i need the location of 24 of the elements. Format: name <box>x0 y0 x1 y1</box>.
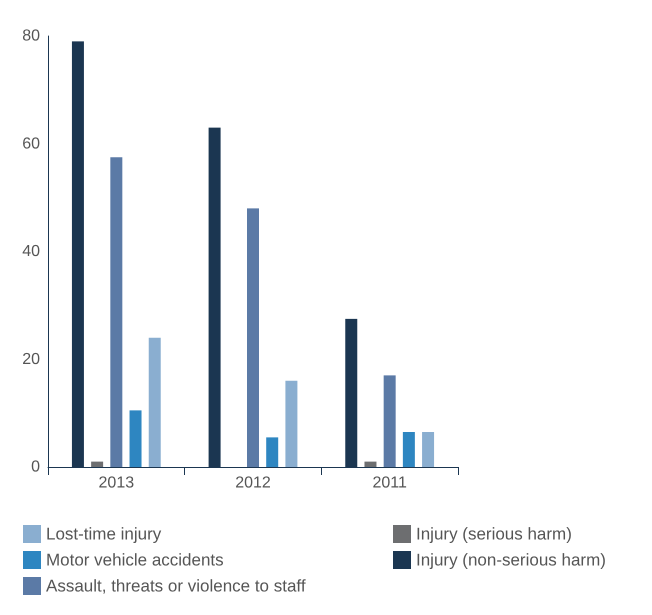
bar <box>130 410 142 467</box>
x-tick-label: 2011 <box>372 474 407 492</box>
bar <box>285 380 298 467</box>
bar <box>266 437 278 467</box>
y-tick-label: 60 <box>22 135 40 152</box>
bar <box>148 338 161 467</box>
legend-label: Injury (non-serious harm) <box>416 550 606 570</box>
legend-label: Motor vehicle accidents <box>46 550 224 570</box>
bar <box>247 208 259 467</box>
bar <box>364 462 376 467</box>
y-tick-label: 0 <box>31 458 40 476</box>
bar <box>110 157 122 467</box>
y-tick-label: 40 <box>22 243 40 260</box>
x-tick-label: 2012 <box>235 474 271 492</box>
y-tick-label: 80 <box>22 28 40 44</box>
x-tick-label: 2013 <box>98 474 134 492</box>
y-tick-label: 20 <box>22 350 40 368</box>
bar <box>422 432 434 467</box>
bar <box>384 375 396 467</box>
legend-label: Lost-time injury <box>46 524 162 544</box>
legend-label: Injury (serious harm) <box>416 524 572 544</box>
legend-label: Assault, threats or violence to staff <box>46 576 306 596</box>
bar <box>91 462 104 467</box>
bar <box>402 432 415 467</box>
